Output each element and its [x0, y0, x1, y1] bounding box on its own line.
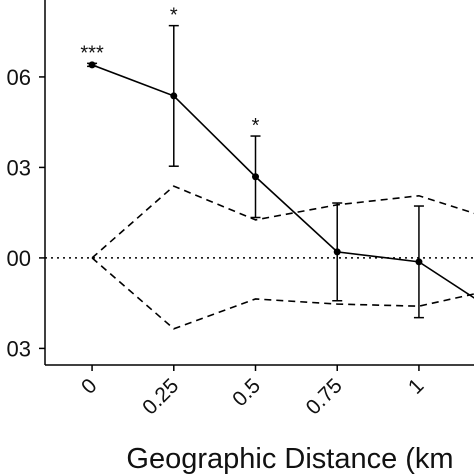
point: [170, 92, 178, 100]
y-tick-label: 03: [7, 155, 31, 180]
x-tick-label: 0.75: [302, 374, 347, 419]
x-tick-label: 1: [404, 374, 429, 399]
envelope-line: [91, 185, 474, 259]
data-line: [91, 64, 474, 299]
point: [252, 173, 260, 181]
point: [333, 248, 341, 256]
y-tick-label: 00: [7, 246, 31, 271]
x-axis-label: Geographic Distance (km: [126, 443, 453, 474]
envelope-line: [91, 257, 474, 330]
significance-label: *: [252, 115, 260, 137]
point: [415, 258, 423, 266]
y-tick-label: 06: [7, 65, 31, 90]
x-tick-label: 0: [77, 374, 102, 399]
x-tick-label: 0.25: [138, 374, 183, 419]
point: [88, 61, 96, 69]
significance-label: *: [170, 5, 178, 27]
significance-label: ***: [80, 42, 104, 64]
x-tick-label: 0.5: [228, 374, 265, 411]
y-tick-label: 03: [7, 336, 31, 361]
